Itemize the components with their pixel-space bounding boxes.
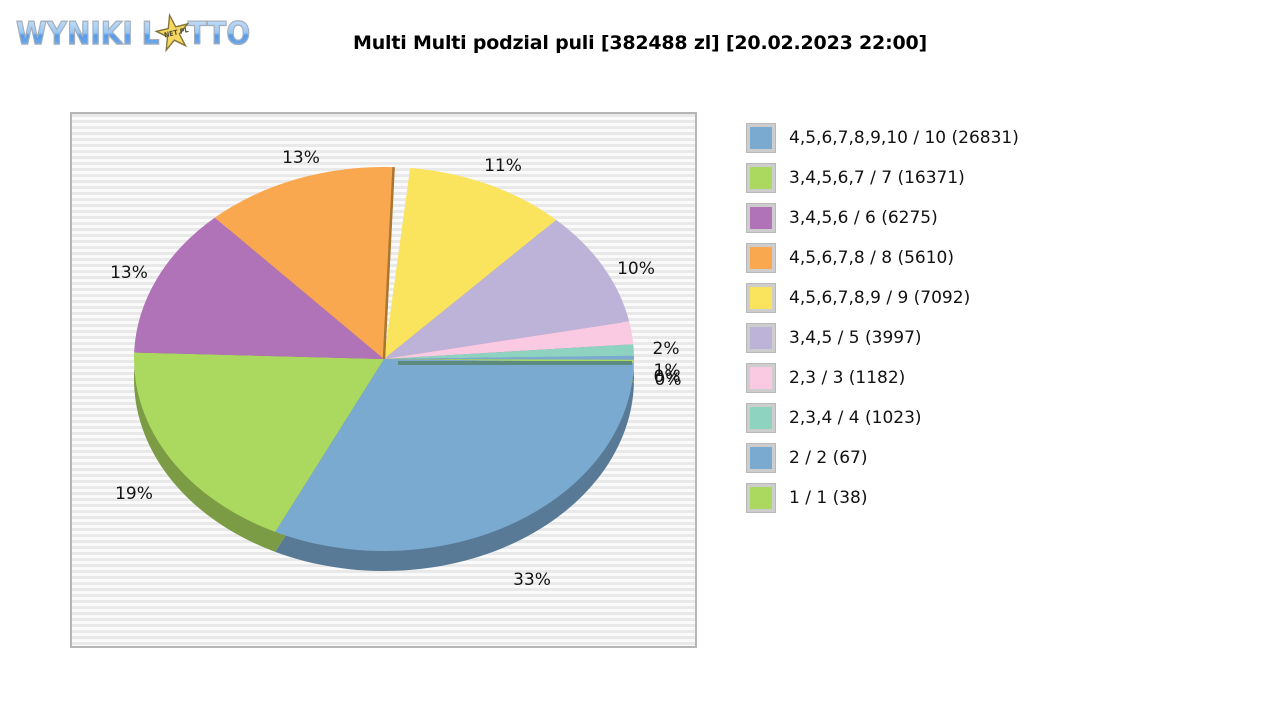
legend-item: 1 / 1 (38) bbox=[746, 483, 1019, 513]
legend-swatch-fill bbox=[750, 407, 772, 429]
gap-slice-edge bbox=[382, 167, 395, 360]
legend-swatch-fill bbox=[750, 247, 772, 269]
pie-slice-2 bbox=[134, 217, 384, 359]
pie-top-layer bbox=[133, 166, 635, 552]
percent-label: 2% bbox=[652, 339, 680, 359]
legend-item: 4,5,6,7,8 / 8 (5610) bbox=[746, 243, 1019, 273]
legend-swatch-fill bbox=[750, 487, 772, 509]
legend-color-swatch bbox=[746, 163, 776, 193]
legend-item: 3,4,5 / 5 (3997) bbox=[746, 323, 1019, 353]
legend-item: 2 / 2 (67) bbox=[746, 443, 1019, 473]
percent-label: 19% bbox=[115, 484, 153, 504]
legend-color-swatch bbox=[746, 403, 776, 433]
legend-item: 4,5,6,7,8,9,10 / 10 (26831) bbox=[746, 123, 1019, 153]
legend-color-swatch bbox=[746, 323, 776, 353]
legend-item: 2,3,4 / 4 (1023) bbox=[746, 403, 1019, 433]
pie-slice-8 bbox=[384, 355, 635, 360]
percent-label: 33% bbox=[513, 570, 551, 590]
logo-text-tto: TTO bbox=[187, 15, 251, 52]
legend-color-swatch bbox=[746, 283, 776, 313]
legend-swatch-fill bbox=[750, 167, 772, 189]
legend-color-swatch bbox=[746, 363, 776, 393]
pie-slice-1 bbox=[133, 352, 384, 532]
legend-color-swatch bbox=[746, 123, 776, 153]
legend-label: 4,5,6,7,8 / 8 (5610) bbox=[789, 248, 954, 268]
legend-label: 3,4,5 / 5 (3997) bbox=[789, 328, 922, 348]
pie-slice-6 bbox=[384, 321, 634, 359]
legend-label: 3,4,5,6,7 / 7 (16371) bbox=[789, 168, 965, 188]
legend-item: 4,5,6,7,8,9 / 9 (7092) bbox=[746, 283, 1019, 313]
legend-item: 3,4,5,6,7 / 7 (16371) bbox=[746, 163, 1019, 193]
legend-label: 2,3 / 3 (1182) bbox=[789, 368, 906, 388]
legend-swatch-fill bbox=[750, 287, 772, 309]
percent-label: 10% bbox=[617, 259, 655, 279]
percent-label: 0% bbox=[654, 370, 682, 390]
legend-label: 4,5,6,7,8,9 / 9 (7092) bbox=[789, 288, 971, 308]
legend-item: 3,4,5,6 / 6 (6275) bbox=[746, 203, 1019, 233]
legend-color-swatch bbox=[746, 483, 776, 513]
legend-color-swatch bbox=[746, 443, 776, 473]
legend-swatch-fill bbox=[750, 207, 772, 229]
legend-label: 1 / 1 (38) bbox=[789, 488, 868, 508]
pie-slice-7 bbox=[384, 344, 634, 359]
percent-label: 1% bbox=[653, 361, 681, 381]
site-logo[interactable]: WYNIKI L ★ NET PL TTO bbox=[15, 1, 251, 64]
percent-label: 0% bbox=[653, 367, 681, 387]
legend-swatch-fill bbox=[750, 367, 772, 389]
logo-text-l: L bbox=[141, 15, 160, 52]
pie-slice-4 bbox=[384, 168, 557, 359]
percent-label: 13% bbox=[282, 148, 320, 168]
pie-slice-5 bbox=[384, 219, 630, 359]
legend-swatch-fill bbox=[750, 327, 772, 349]
legend-swatch-fill bbox=[750, 127, 772, 149]
percent-label: 11% bbox=[484, 156, 522, 176]
legend: 4,5,6,7,8,9,10 / 10 (26831) 3,4,5,6,7 / 7… bbox=[746, 123, 1019, 523]
legend-color-swatch bbox=[746, 243, 776, 273]
legend-label: 2 / 2 (67) bbox=[789, 448, 868, 468]
chart-title: Multi Multi podzial puli [382488 zl] [20… bbox=[352, 32, 927, 54]
legend-label: 3,4,5,6 / 6 (6275) bbox=[789, 208, 938, 228]
logo-text-wyniki: WYNIKI bbox=[15, 15, 133, 52]
legend-color-swatch bbox=[746, 203, 776, 233]
pie-slice-3 bbox=[214, 166, 394, 359]
pie-slice-0 bbox=[275, 359, 634, 552]
legend-item: 2,3 / 3 (1182) bbox=[746, 363, 1019, 393]
legend-swatch-fill bbox=[750, 447, 772, 469]
legend-label: 2,3,4 / 4 (1023) bbox=[789, 408, 922, 428]
legend-label: 4,5,6,7,8,9,10 / 10 (26831) bbox=[789, 128, 1019, 148]
percent-label: 13% bbox=[110, 263, 148, 283]
